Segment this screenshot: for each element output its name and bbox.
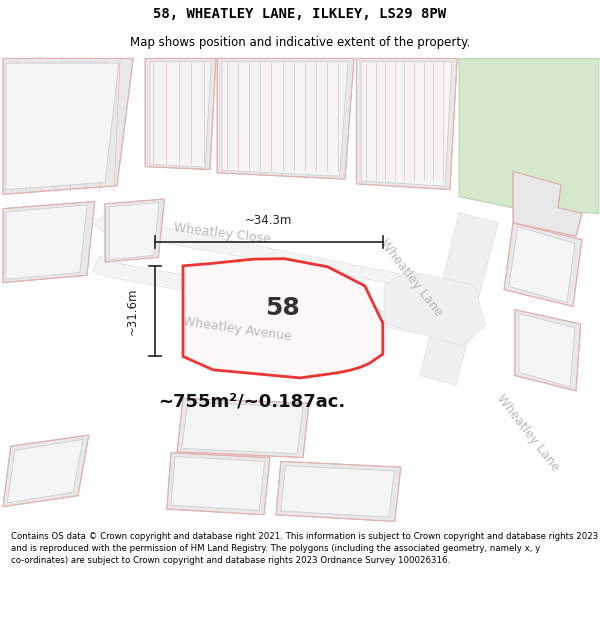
Polygon shape — [222, 62, 348, 176]
Polygon shape — [356, 58, 457, 189]
Polygon shape — [6, 205, 87, 279]
Polygon shape — [3, 435, 89, 507]
Polygon shape — [384, 271, 486, 346]
Polygon shape — [177, 398, 309, 458]
Polygon shape — [171, 457, 265, 511]
Polygon shape — [3, 201, 95, 282]
Polygon shape — [513, 171, 582, 236]
Polygon shape — [150, 62, 211, 167]
Polygon shape — [276, 461, 401, 521]
Polygon shape — [105, 199, 164, 262]
Polygon shape — [145, 58, 216, 169]
Polygon shape — [515, 310, 581, 391]
Polygon shape — [420, 213, 498, 385]
Text: ~31.6m: ~31.6m — [125, 288, 139, 335]
Polygon shape — [361, 62, 452, 186]
Polygon shape — [519, 314, 575, 387]
Text: ~34.3m: ~34.3m — [245, 214, 292, 227]
PathPatch shape — [183, 259, 383, 378]
Polygon shape — [217, 58, 354, 179]
Polygon shape — [182, 402, 303, 454]
Text: Map shows position and indicative extent of the property.: Map shows position and indicative extent… — [130, 36, 470, 49]
Polygon shape — [0, 51, 600, 528]
Polygon shape — [509, 227, 575, 302]
Polygon shape — [93, 256, 480, 342]
Polygon shape — [167, 452, 270, 515]
Polygon shape — [3, 58, 133, 194]
Polygon shape — [7, 439, 83, 503]
Text: Contains OS data © Crown copyright and database right 2021. This information is : Contains OS data © Crown copyright and d… — [11, 532, 598, 565]
Polygon shape — [459, 58, 599, 213]
Text: Wheatley Avenue: Wheatley Avenue — [182, 315, 292, 343]
Text: Wheatley Lane: Wheatley Lane — [494, 392, 562, 474]
Text: Wheatley Lane: Wheatley Lane — [377, 237, 445, 319]
Text: 58: 58 — [265, 296, 299, 320]
Polygon shape — [281, 466, 394, 517]
Polygon shape — [109, 202, 159, 259]
Bar — [215, 276, 335, 342]
Polygon shape — [93, 213, 432, 289]
Text: ~755m²/~0.187ac.: ~755m²/~0.187ac. — [158, 392, 346, 411]
Text: Wheatley Close: Wheatley Close — [173, 221, 271, 246]
Text: 58, WHEATLEY LANE, ILKLEY, LS29 8PW: 58, WHEATLEY LANE, ILKLEY, LS29 8PW — [154, 8, 446, 21]
Polygon shape — [6, 63, 119, 189]
Polygon shape — [504, 223, 582, 306]
